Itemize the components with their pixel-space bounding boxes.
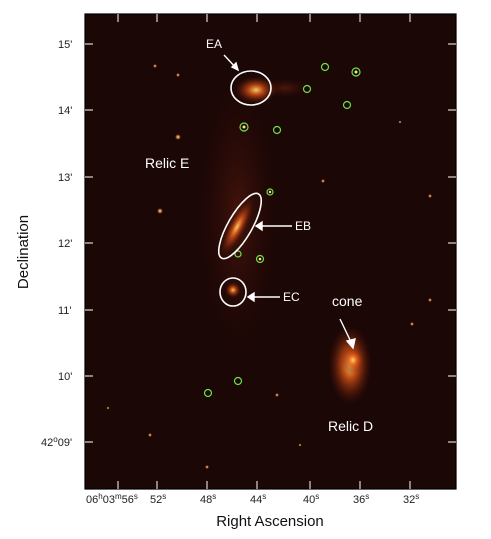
green-source-markers — [203, 62, 361, 398]
point-source — [298, 443, 302, 447]
point-source — [205, 465, 209, 469]
x-tick-label-first: 06h03m56s — [86, 492, 138, 507]
y-tick-label: 11' — [58, 305, 72, 317]
source-marker-circle — [233, 376, 243, 386]
y-tick-label-last: 42o09' — [41, 435, 72, 450]
x-tick-label: 48s — [200, 492, 216, 507]
eb-region-ellipse — [217, 192, 263, 260]
x-tick-label: 52s — [150, 492, 166, 507]
point-source — [321, 179, 325, 183]
source-marker-circle — [320, 62, 330, 72]
source-marker-circle — [255, 254, 265, 264]
label-cone: cone — [332, 293, 363, 309]
point-source — [428, 298, 432, 302]
point-source — [148, 433, 152, 437]
ec-region-ellipse — [219, 277, 247, 307]
source-marker-circle — [239, 122, 249, 132]
point-source — [428, 194, 432, 198]
source-marker-circle — [351, 67, 361, 77]
eb-emission — [220, 198, 254, 256]
ec-emission — [225, 282, 241, 298]
y-tick-label: 14' — [58, 105, 72, 117]
point-source — [175, 134, 181, 140]
label-ea: EA — [206, 37, 222, 51]
source-marker-circle — [203, 388, 213, 398]
point-source — [176, 73, 180, 77]
y-tick-label: 13' — [58, 172, 72, 184]
point-source — [106, 406, 110, 410]
x-tick-label: 32s — [403, 492, 419, 507]
source-marker-circle — [342, 100, 352, 110]
label-ec: EC — [283, 290, 300, 304]
point-sources — [106, 64, 432, 469]
source-marker-circle — [302, 84, 312, 94]
x-tick-label: 36s — [353, 492, 369, 507]
source-marker-circle — [266, 188, 274, 196]
y-tick-label: 12' — [58, 238, 72, 250]
point-source — [398, 120, 402, 124]
source-marker-circle — [272, 125, 282, 135]
label-relic-d: Relic D — [328, 418, 373, 434]
point-source — [153, 64, 157, 68]
y-tick-label: 10' — [58, 371, 72, 383]
y-tick-label: 15' — [58, 39, 72, 51]
relic-d-cone-core — [341, 346, 365, 374]
label-eb: EB — [295, 219, 311, 233]
point-source — [410, 322, 414, 326]
label-relic-e: Relic E — [145, 155, 189, 171]
plot-frame — [84, 13, 457, 490]
ea-region-ellipse — [230, 70, 272, 106]
ea-emission-tail — [260, 78, 310, 98]
y-axis-title: Declination — [15, 215, 32, 289]
source-marker-circle — [234, 250, 242, 258]
x-tick-label: 40s — [303, 492, 319, 507]
x-axis-title: Right Ascension — [216, 513, 324, 530]
x-tick-label: 44s — [250, 492, 266, 507]
point-source — [157, 208, 163, 214]
point-source — [275, 393, 279, 397]
